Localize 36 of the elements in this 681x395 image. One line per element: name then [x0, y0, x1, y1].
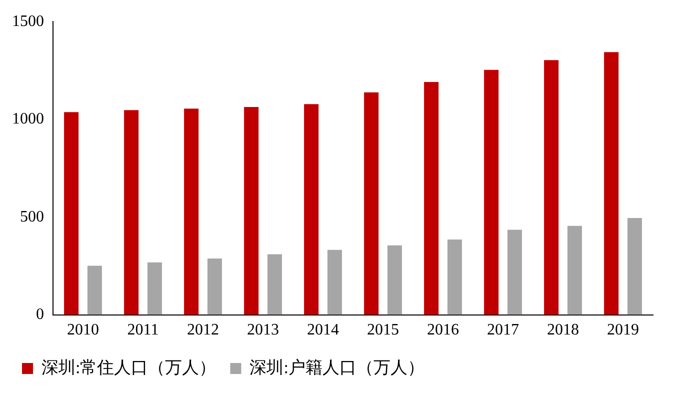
- legend-label: 深圳:常住人口（万人）: [42, 358, 216, 377]
- bar: [567, 226, 582, 315]
- legend-label: 深圳:户籍人口（万人）: [250, 358, 424, 377]
- x-tick-label: 2017: [487, 322, 519, 339]
- bar: [87, 266, 102, 315]
- x-tick-label: 2013: [247, 322, 279, 339]
- bar: [207, 258, 222, 315]
- x-tick-label: 2019: [607, 322, 639, 339]
- bar: [64, 112, 79, 315]
- bar: [447, 240, 462, 315]
- bar: [424, 82, 439, 315]
- bar: [304, 104, 319, 315]
- x-tick-label: 2016: [427, 322, 459, 339]
- bar: [244, 107, 259, 315]
- bar: [544, 60, 559, 315]
- bar: [184, 108, 199, 315]
- x-tick-label: 2010: [67, 322, 99, 339]
- bar: [484, 70, 499, 315]
- bar: [124, 110, 139, 315]
- x-tick-label: 2012: [187, 322, 219, 339]
- bar: [627, 218, 642, 315]
- bar: [327, 250, 342, 315]
- x-tick-label: 2011: [127, 322, 159, 339]
- x-tick-label: 2015: [367, 322, 399, 339]
- bar: [604, 52, 619, 315]
- x-tick-label: 2018: [547, 322, 579, 339]
- y-tick-label: 1000: [12, 110, 44, 128]
- y-tick-label: 0: [36, 306, 44, 324]
- bar: [387, 245, 402, 315]
- y-tick-label: 500: [20, 208, 44, 226]
- y-tick-label: 1500: [12, 12, 44, 30]
- x-tick-label: 2014: [307, 322, 339, 339]
- bar: [507, 230, 522, 315]
- bar: [267, 254, 282, 315]
- bar: [147, 262, 162, 315]
- bar: [364, 92, 379, 315]
